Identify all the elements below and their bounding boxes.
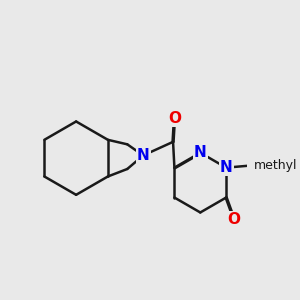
Text: N: N [137,148,150,163]
Text: O: O [228,212,241,227]
Text: O: O [168,111,181,126]
Text: methyl: methyl [254,159,298,172]
Text: N: N [194,145,207,160]
Text: N: N [220,160,233,175]
